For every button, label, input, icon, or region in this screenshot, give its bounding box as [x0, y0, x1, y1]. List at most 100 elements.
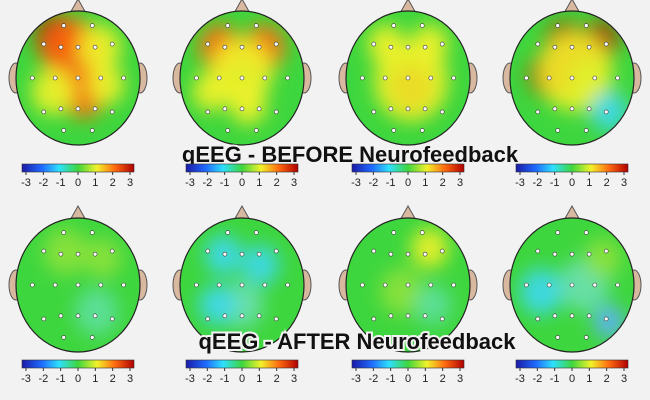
head-map: [338, 204, 478, 353]
electrode: [205, 109, 211, 115]
electrode: [615, 75, 620, 81]
electrode: [58, 44, 64, 50]
colorbar-tick-label: 3: [291, 177, 297, 189]
colorbar-tick-label: -1: [56, 177, 66, 189]
colorbar-tick-label: -2: [368, 373, 378, 385]
activity: [43, 228, 122, 336]
colorbar: [21, 163, 135, 173]
head-map: [502, 204, 642, 353]
colorbar-tick-label: -2: [368, 177, 378, 189]
electrode: [109, 109, 115, 115]
colorbar-tick-label: -1: [550, 373, 560, 385]
head-outline: [509, 217, 635, 353]
electrode: [569, 313, 575, 319]
electrode: [422, 106, 428, 112]
colorbar-tick-label: 0: [405, 177, 411, 189]
head-map: [172, 204, 312, 353]
electrode: [586, 106, 592, 112]
electrode: [388, 106, 394, 112]
electrode: [371, 248, 377, 254]
electrode: [586, 251, 592, 257]
head-outline: [179, 217, 305, 353]
activity-blob: [192, 71, 230, 112]
colorbar-tick-label: -3: [21, 177, 31, 189]
electrode: [98, 282, 104, 288]
colorbar: [21, 359, 135, 369]
electrode: [75, 106, 81, 112]
electrode: [194, 282, 199, 288]
colorbar: [185, 359, 299, 369]
electrode: [451, 282, 456, 288]
electrode: [371, 316, 377, 322]
activity-blob: [593, 305, 625, 339]
electrode: [371, 109, 377, 115]
colorbar-tick-label: 0: [239, 373, 245, 385]
electrode: [603, 109, 609, 115]
electrode: [592, 282, 598, 288]
electrode: [360, 75, 365, 81]
electrode: [419, 335, 425, 340]
electrode: [89, 128, 95, 133]
colorbar-tick-label: -1: [550, 177, 560, 189]
electrode: [382, 75, 388, 81]
colorbar-tick-label: 0: [569, 177, 575, 189]
electrode: [225, 230, 231, 235]
electrode: [439, 109, 445, 115]
activity-blob: [74, 288, 119, 336]
electrode: [405, 44, 411, 50]
activity-blob: [584, 238, 622, 279]
electrode: [89, 230, 95, 235]
colorbar-tick-label: -1: [386, 373, 396, 385]
electrode: [239, 44, 245, 50]
colorbar-tick-label: 3: [127, 373, 133, 385]
electrode: [222, 313, 228, 319]
electrode: [419, 128, 425, 133]
electrode: [422, 313, 428, 319]
electrode: [569, 44, 575, 50]
electrode: [239, 106, 245, 112]
electrode: [603, 316, 609, 322]
electrode: [360, 282, 365, 288]
activity: [367, 24, 449, 122]
head-map: [8, 204, 148, 353]
electrode: [239, 75, 245, 81]
electrode: [58, 313, 64, 319]
electrode: [552, 251, 558, 257]
electrode: [405, 251, 411, 257]
electrode: [216, 282, 222, 288]
colorbar-tick-label: -2: [202, 373, 212, 385]
activity-blob: [519, 268, 563, 316]
after-title: qEEG - AFTER Neurofeedback: [198, 329, 516, 354]
electrode: [583, 23, 589, 28]
activity-blob: [43, 228, 88, 275]
electrode: [552, 106, 558, 112]
colorbar-tick-label: 2: [440, 177, 446, 189]
electrode: [583, 335, 589, 340]
electrode: [586, 313, 592, 319]
electrode: [603, 248, 609, 254]
colorbar-tick-label: 1: [92, 177, 98, 189]
electrode: [422, 251, 428, 257]
activity: [380, 228, 452, 326]
colorbar-tick-label: -2: [38, 373, 48, 385]
electrode: [52, 282, 58, 288]
electrode: [109, 41, 115, 47]
activity: [192, 24, 286, 125]
colorbar-tick-label: -3: [185, 373, 195, 385]
electrode: [535, 109, 541, 115]
activity-blob: [198, 285, 236, 326]
electrode: [405, 282, 411, 288]
electrode: [555, 23, 561, 28]
electrode: [58, 251, 64, 257]
electrode: [205, 41, 211, 47]
activity: [198, 234, 280, 329]
colorbar-tick-label: 3: [621, 177, 627, 189]
electrode: [552, 313, 558, 319]
activity-blob: [537, 31, 613, 112]
colorbar-tick-label: -3: [515, 177, 525, 189]
electrode: [586, 44, 592, 50]
electrode: [61, 230, 67, 235]
colorbar: [515, 163, 629, 173]
colorbar-tick-label: 3: [127, 177, 133, 189]
electrode: [603, 41, 609, 47]
